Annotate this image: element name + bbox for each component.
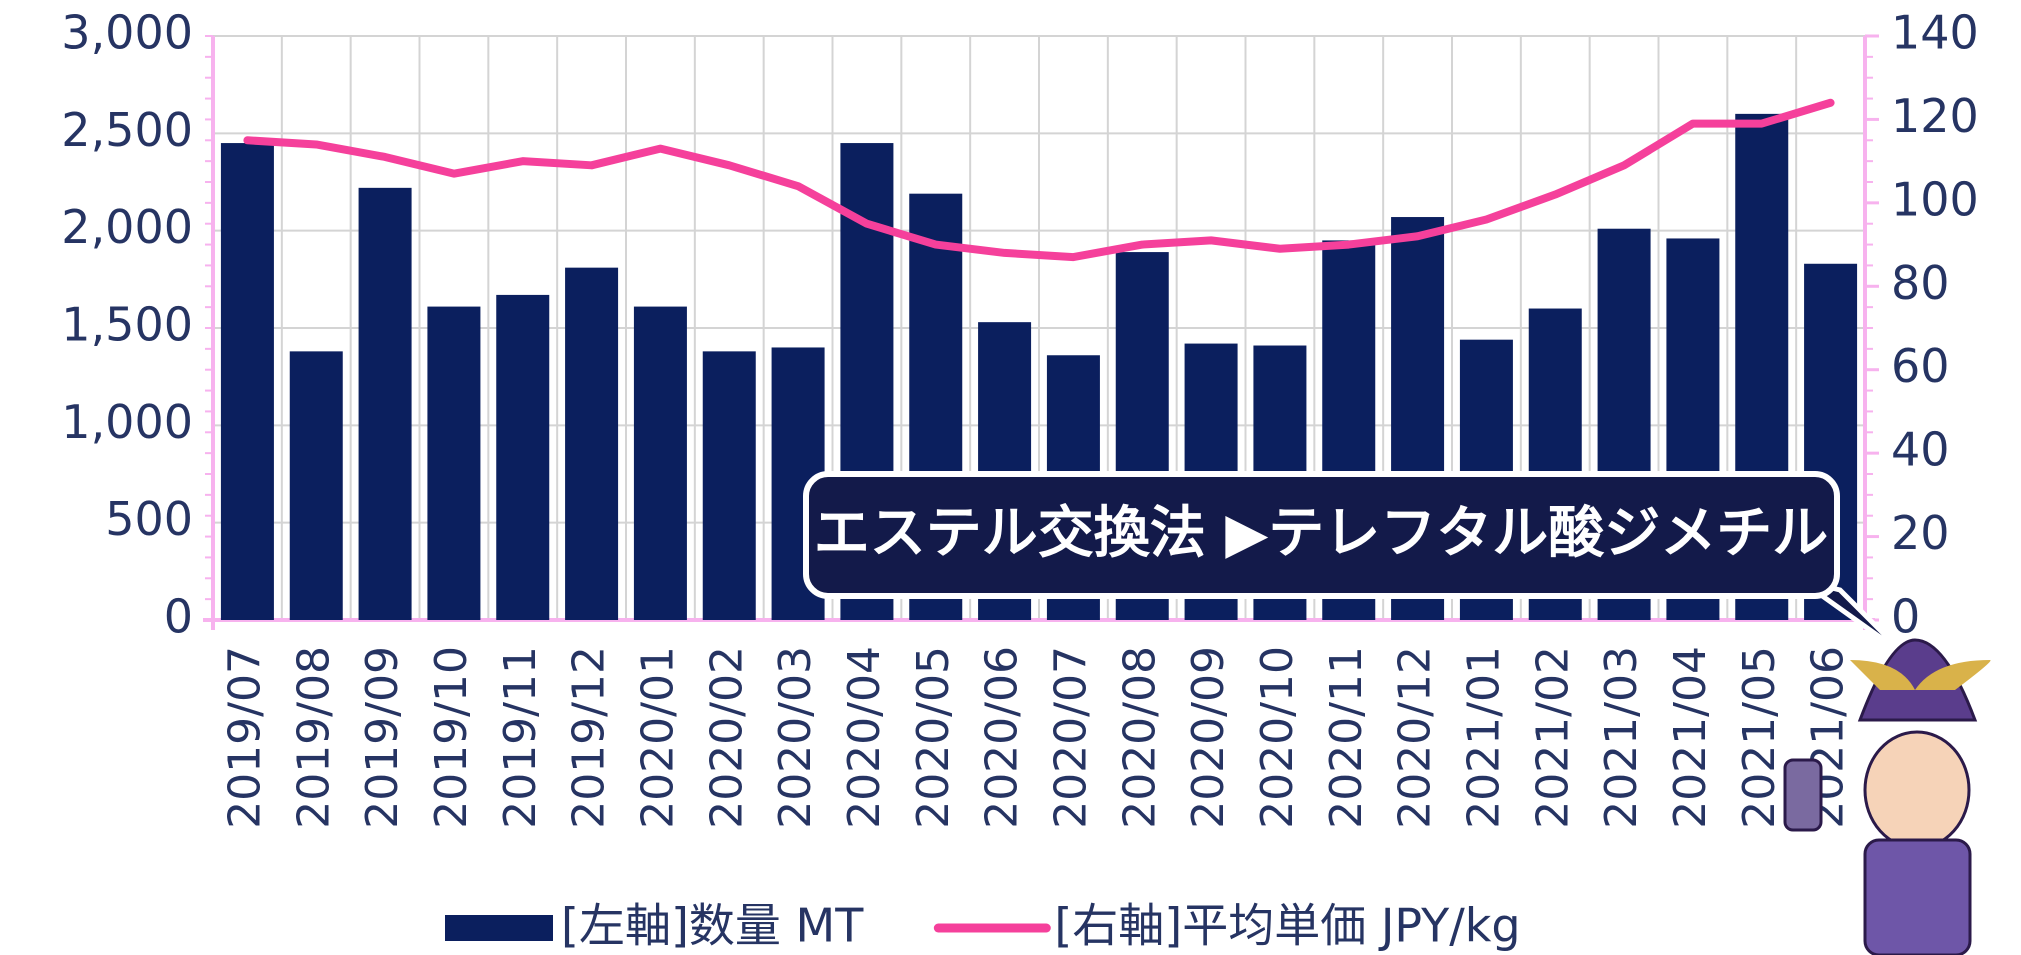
x-tick-label: 2020/11 [1321,646,1372,829]
mascot [1783,638,1991,955]
bar [358,187,412,620]
callout-box [803,471,1840,599]
mascot-face [1863,730,1971,850]
y2-tick-label: 140 [1891,6,1979,60]
x-tick-label: 2020/04 [839,646,890,829]
y2-tick-label: 100 [1891,172,1979,226]
y-tick-label: 3,000 [61,6,193,60]
x-tick-label: 2021/01 [1458,646,1509,829]
bar [496,294,550,620]
callout-text: エステル交換法 ▶テレフタル酸ジメチル [814,501,1829,566]
x-tick-label: 2019/08 [288,646,339,829]
y-tick-label: 2,000 [61,200,193,254]
legend-label: [左軸]数量 MT [561,899,864,953]
x-tick-label: 2020/09 [1183,646,1234,829]
y2-tick-label: 0 [1891,590,1920,644]
callout: エステル交換法 ▶テレフタル酸ジメチル [803,471,1907,658]
x-tick-label: 2020/02 [701,646,752,829]
x-tick-label: 2020/12 [1390,646,1441,829]
y2-tick-label: 60 [1891,339,1950,393]
x-tick-label: 2020/06 [977,646,1028,829]
legend-swatch [445,915,553,941]
x-tick-label: 2019/11 [495,646,546,829]
y2-tick-label: 80 [1891,256,1950,310]
x-tick-label: 2021/05 [1734,646,1785,829]
x-tick-label: 2020/08 [1114,646,1165,829]
bar [565,267,619,620]
x-tick-label: 2019/07 [219,646,270,829]
bar [702,351,756,620]
mascot-crest [1848,658,1991,690]
y-tick-label: 1,000 [61,395,193,449]
x-tick-label: 2021/04 [1665,646,1716,829]
x-tick-label: 2021/02 [1527,646,1578,829]
y-tick-label: 500 [105,492,193,546]
x-tick-label: 2019/12 [564,646,615,829]
legend-label: [右軸]平均単価 JPY/kg [1054,899,1520,953]
x-tick-label: 2020/03 [770,646,821,829]
y2-tick-label: 40 [1891,423,1950,477]
mascot-body [1863,838,1972,955]
x-tick-label: 2020/07 [1045,646,1096,829]
y-tick-label: 2,500 [61,103,193,157]
y2-tick-label: 20 [1891,506,1950,560]
x-tick-label: 2020/01 [632,646,683,829]
y-tick-label: 0 [164,590,193,644]
bar [220,143,274,621]
x-tick-label: 2020/10 [1252,646,1303,829]
x-tick-label: 2020/05 [908,646,959,829]
line [243,98,1835,262]
y2-tick-label: 120 [1891,89,1979,143]
x-tick-label: 2019/09 [357,646,408,829]
bar [633,306,687,620]
bar [427,306,481,620]
x-tick-label: 2019/10 [426,646,477,829]
bar [289,351,343,620]
mascot-fan [1783,758,1823,832]
x-tick-label: 2021/03 [1596,646,1647,829]
y-tick-label: 1,500 [61,298,193,352]
